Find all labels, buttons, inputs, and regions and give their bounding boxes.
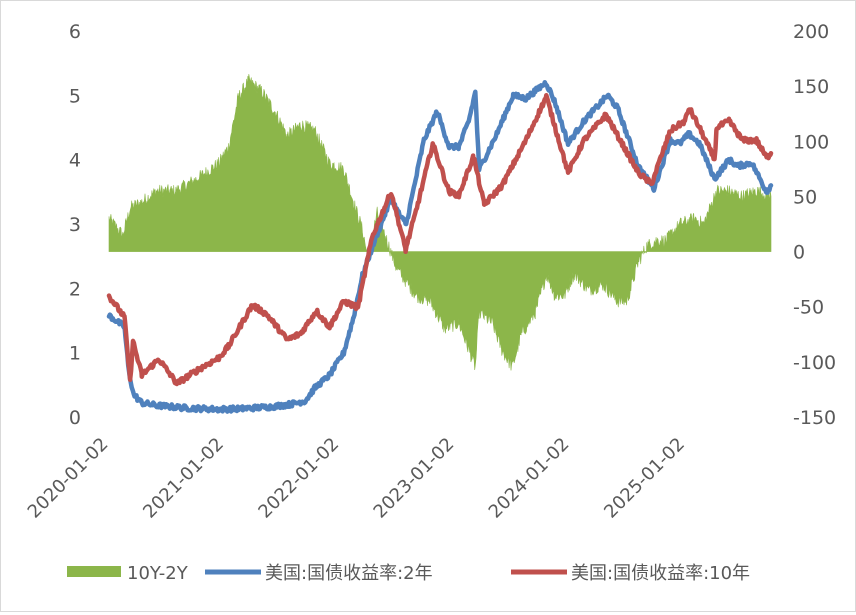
- right-y-axis: -150 -100 -50 0 50 100 150 200: [793, 21, 836, 429]
- area-series-layer: [108, 74, 772, 371]
- legend-item-10y-2y: 10Y-2Y: [67, 563, 189, 584]
- right-tick-label: -100: [793, 352, 836, 374]
- legend-label: 10Y-2Y: [127, 563, 189, 584]
- right-tick-label: -50: [793, 297, 824, 319]
- x-tick-label: 2021-01-02: [139, 434, 228, 523]
- left-y-axis: 0 1 2 3 4 5 6: [69, 21, 81, 429]
- left-tick-label: 3: [69, 214, 81, 236]
- right-tick-label: 100: [793, 131, 829, 153]
- series-line-10y: [106, 92, 774, 387]
- x-tick-label: 2022-01-02: [254, 434, 343, 523]
- x-tick-label: 2020-01-02: [24, 434, 113, 523]
- x-tick-label: 2025-01-02: [600, 434, 689, 523]
- legend-label: 美国:国债收益率:10年: [571, 563, 750, 584]
- right-tick-label: -150: [793, 407, 836, 429]
- left-tick-label: 1: [69, 343, 81, 365]
- left-tick-label: 5: [69, 85, 81, 107]
- right-tick-label: 200: [793, 21, 829, 43]
- series-line-2y: [106, 79, 774, 414]
- legend-item-2y: 美国:国债收益率:2年: [205, 563, 433, 584]
- legend-item-10y: 美国:国债收益率:10年: [511, 563, 750, 584]
- legend: 10Y-2Y 美国:国债收益率:2年 美国:国债收益率:10年: [67, 563, 750, 584]
- series-area-10y-2y: [108, 74, 772, 371]
- right-tick-label: 150: [793, 76, 829, 98]
- x-axis: 2020-01-02 2021-01-02 2022-01-02 2023-01-02…: [24, 434, 689, 523]
- left-tick-label: 4: [69, 150, 81, 172]
- left-tick-label: 2: [69, 278, 81, 300]
- x-tick-label: 2023-01-02: [370, 434, 459, 523]
- legend-swatch-area: [67, 566, 121, 577]
- left-tick-label: 0: [69, 407, 81, 429]
- left-tick-label: 6: [69, 21, 81, 43]
- x-tick-label: 2024-01-02: [485, 434, 574, 523]
- right-tick-label: 0: [793, 242, 805, 264]
- right-tick-label: 50: [793, 186, 817, 208]
- line-series-layer: [106, 79, 774, 414]
- legend-label: 美国:国债收益率:2年: [265, 563, 433, 584]
